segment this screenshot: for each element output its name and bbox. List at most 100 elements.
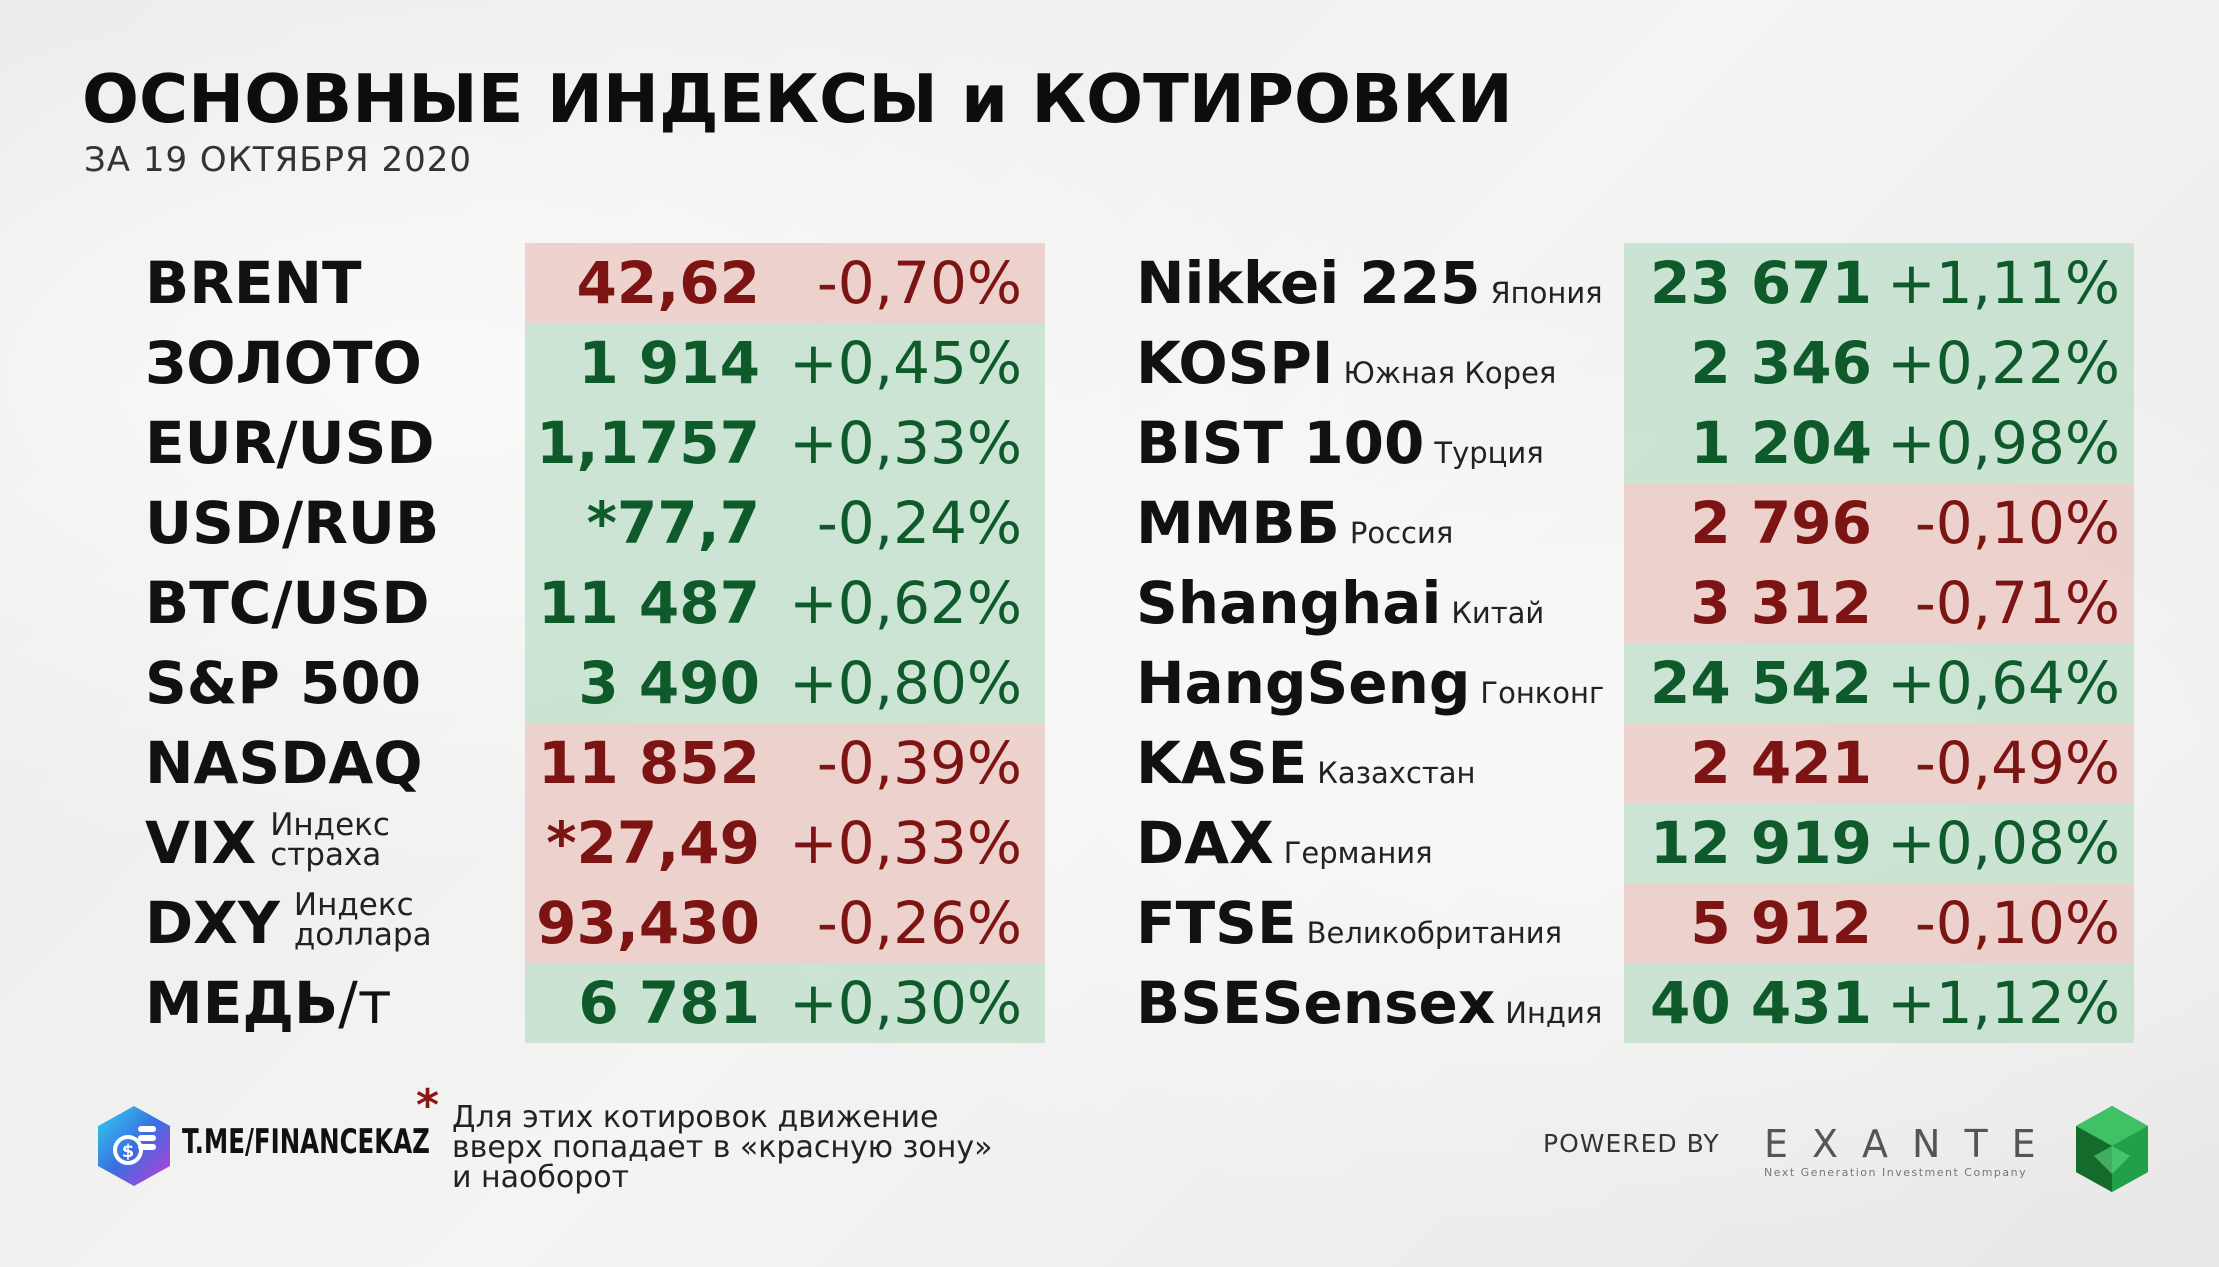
quote-row: KASE Казахстан 2 421 -0,49%	[0, 723, 2160, 803]
quote-value: 6 781	[578, 969, 760, 1037]
row-band	[525, 403, 1045, 483]
quote-change: +0,80%	[789, 649, 1022, 717]
quote-country: Гонконг	[1480, 676, 1605, 710]
quote-value: 5 912	[1690, 889, 1872, 957]
quote-name: USD/RUB	[145, 483, 439, 563]
quote-country: Китай	[1451, 596, 1545, 630]
quote-change: -0,10%	[1914, 489, 2120, 557]
quote-name: Nikkei 225 Япония	[1136, 243, 1603, 323]
channel-link[interactable]: T.ME/FINANCEKAZ	[182, 1122, 430, 1162]
quote-row: Shanghai Китай 3 312 -0,71%	[0, 563, 2160, 643]
quote-name: Shanghai Китай	[1136, 563, 1544, 643]
quote-name: VIX Индекс страха	[145, 803, 390, 883]
row-band	[1624, 483, 2134, 563]
quote-name: EUR/USD	[145, 403, 435, 483]
quote-value: 40 431	[1650, 969, 1872, 1037]
quote-name-text: FTSE	[1136, 889, 1297, 957]
row-band	[525, 243, 1045, 323]
quote-row: BRENT 42,62 -0,70%	[0, 243, 1060, 323]
quote-value: 2 421	[1690, 729, 1872, 797]
quote-description: Индекс страха	[270, 809, 390, 870]
footnote-asterisk: *	[416, 1080, 440, 1131]
left-bands	[525, 243, 1045, 1043]
quote-value: *77,7	[586, 489, 760, 557]
quote-name: DXY Индекс доллара	[145, 883, 432, 963]
quote-change: +0,98%	[1887, 409, 2120, 477]
quote-row: USD/RUB *77,7 -0,24%	[0, 483, 1060, 563]
quote-name-text: S&P 500	[145, 649, 422, 717]
quote-name-text: МЕДЬ	[145, 969, 339, 1037]
quote-name-text: Nikkei 225	[1136, 249, 1481, 317]
quote-value: 2 796	[1690, 489, 1872, 557]
row-band	[1624, 963, 2134, 1043]
powered-by-label: POWERED BY	[1543, 1129, 1720, 1158]
exante-gem-icon	[2076, 1106, 2148, 1192]
quote-description-line: Индекс	[293, 886, 414, 923]
quote-name: BTC/USD	[145, 563, 430, 643]
quote-name-text: KOSPI	[1136, 329, 1334, 397]
row-band	[525, 723, 1045, 803]
quote-row: KOSPI Южная Корея 2 346 +0,22%	[0, 323, 2160, 403]
footnote-text: Для этих котировок движение вверх попада…	[452, 1103, 1102, 1193]
left-rows: BRENT 42,62 -0,70% ЗОЛОТО 1 914 +0,45% EUR/USD…	[0, 243, 1060, 1043]
quote-name-text: BIST 100	[1136, 409, 1425, 477]
quote-name: BIST 100 Турция	[1136, 403, 1544, 483]
quote-name: BRENT	[145, 243, 362, 323]
row-band	[1624, 563, 2134, 643]
quote-value: 11 852	[538, 729, 760, 797]
quote-country: Япония	[1490, 276, 1603, 310]
quote-row: DAX Германия 12 919 +0,08%	[0, 803, 2160, 883]
quote-change: -0,70%	[816, 249, 1022, 317]
row-band	[1624, 803, 2134, 883]
footnote-line: и наоборот	[452, 1160, 630, 1195]
quote-country: Турция	[1434, 436, 1544, 470]
quote-row: ММВБ Россия 2 796 -0,10%	[0, 483, 2160, 563]
quote-row: BTC/USD 11 487 +0,62%	[0, 563, 1060, 643]
quote-value: 12 919	[1650, 809, 1872, 877]
quote-name: DAX Германия	[1136, 803, 1433, 883]
page-title: ОСНОВНЫЕ ИНДЕКСЫ и КОТИРОВКИ	[82, 60, 1513, 138]
quote-row: EUR/USD 1,1757 +0,33%	[0, 403, 1060, 483]
quote-value: 23 671	[1650, 249, 1872, 317]
quote-name-text: BTC/USD	[145, 569, 430, 637]
quote-name-text: USD/RUB	[145, 489, 440, 557]
svg-text:$: $	[122, 1141, 135, 1162]
quote-change: +0,30%	[789, 969, 1022, 1037]
quote-value: 3 490	[578, 649, 760, 717]
quote-row: VIX Индекс страха *27,49 +0,33%	[0, 803, 1060, 883]
quote-name-text: NASDAQ	[145, 729, 423, 797]
quote-name: ЗОЛОТО	[145, 323, 422, 403]
quote-country: Южная Корея	[1343, 356, 1557, 390]
quote-country: Великобритания	[1306, 916, 1563, 950]
quote-name-text: VIX	[145, 809, 257, 877]
quote-row: МЕДЬ/т 6 781 +0,30%	[0, 963, 1060, 1043]
quote-change: -0,10%	[1914, 889, 2120, 957]
quote-change: +1,11%	[1887, 249, 2120, 317]
quote-name: HangSeng Гонконг	[1136, 643, 1604, 723]
row-band	[1624, 883, 2134, 963]
quote-row: ЗОЛОТО 1 914 +0,45%	[0, 323, 1060, 403]
quote-change: +0,33%	[789, 809, 1022, 877]
right-bands	[1624, 243, 2134, 1043]
quote-row: NASDAQ 11 852 -0,39%	[0, 723, 1060, 803]
row-band	[1624, 323, 2134, 403]
row-band	[525, 643, 1045, 723]
page-subtitle: ЗА 19 ОКТЯБРЯ 2020	[84, 140, 473, 180]
row-band	[1624, 723, 2134, 803]
quote-name: KOSPI Южная Корея	[1136, 323, 1556, 403]
quote-row: BSESensex Индия 40 431 +1,12%	[0, 963, 2160, 1043]
quote-value: 93,430	[536, 889, 760, 957]
quote-value: 1 204	[1690, 409, 1872, 477]
quote-row: FTSE Великобритания 5 912 -0,10%	[0, 883, 2160, 963]
quote-name: BSESensex Индия	[1136, 963, 1602, 1043]
exante-logo-text: EXANTE	[1764, 1122, 2060, 1166]
quote-name: S&P 500	[145, 643, 421, 723]
row-band	[525, 883, 1045, 963]
row-band	[525, 803, 1045, 883]
quote-name-text: KASE	[1136, 729, 1308, 797]
quote-name: ММВБ Россия	[1136, 483, 1453, 563]
quote-description-line: доллара	[293, 916, 432, 953]
exante-tagline: Next Generation Investment Company	[1764, 1166, 2028, 1179]
row-band	[525, 483, 1045, 563]
row-band	[1624, 403, 2134, 483]
